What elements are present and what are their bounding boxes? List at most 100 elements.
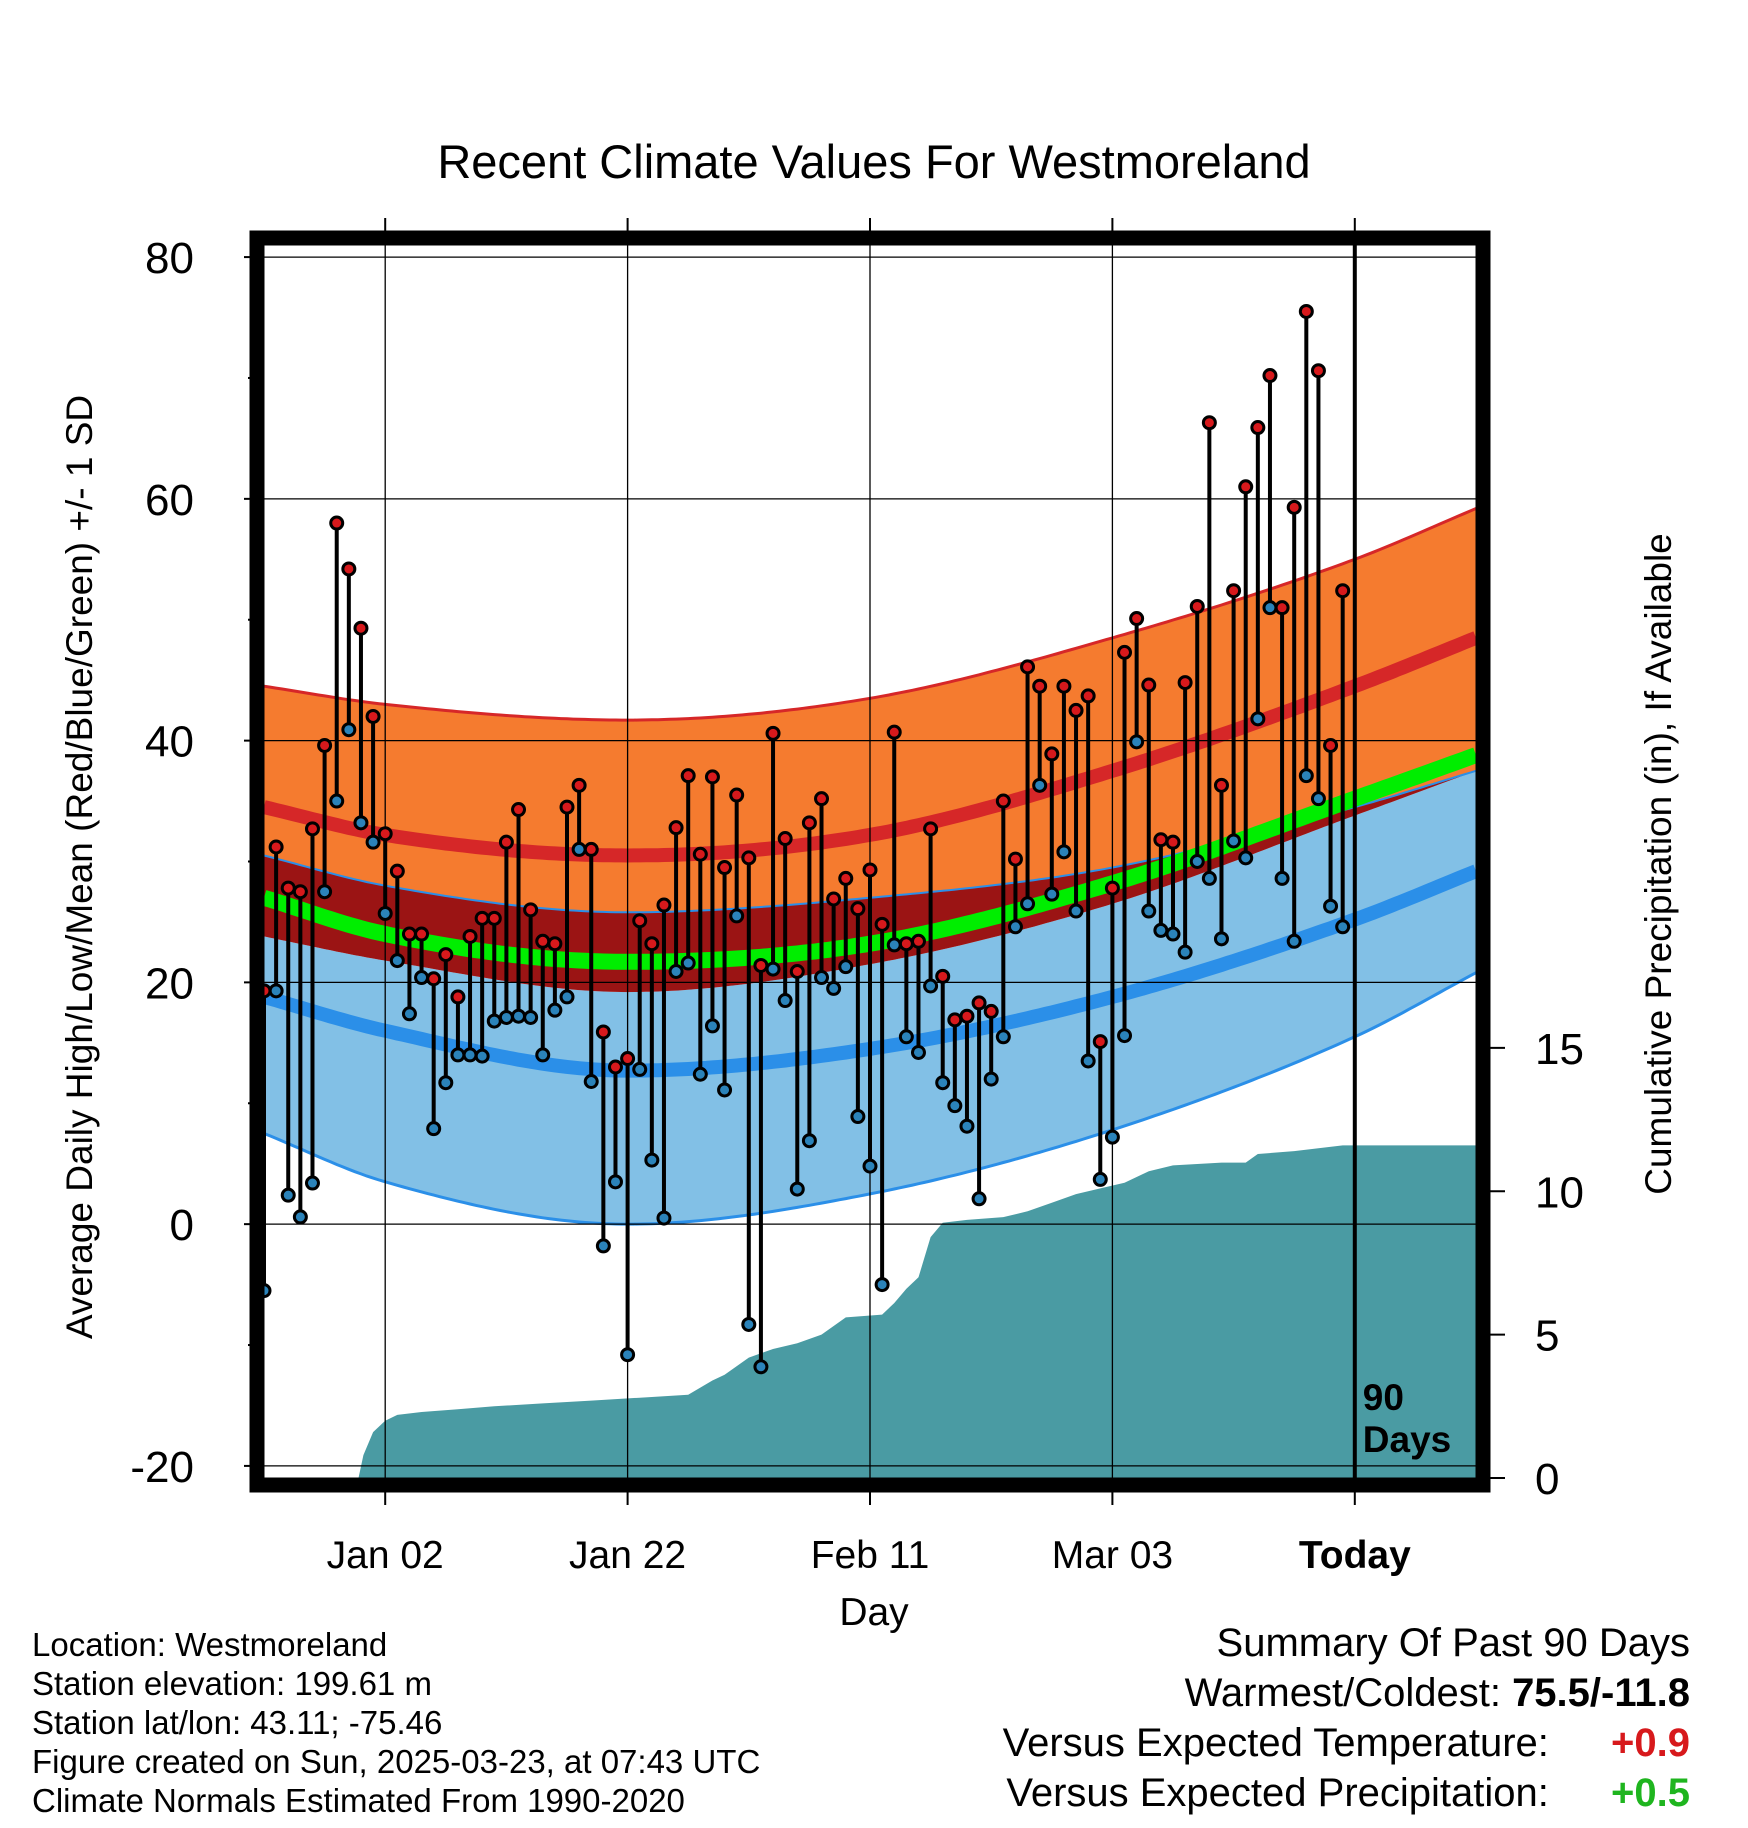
low-point <box>329 793 345 809</box>
summary-precip-row: Versus Expected Precipitation: +0.5 <box>1003 1768 1690 1818</box>
normals-text: Climate Normals Estimated From 1990-2020 <box>32 1782 685 1819</box>
low-point <box>874 1277 890 1293</box>
low-point <box>304 1175 320 1191</box>
x-tick-label-3: Mar 03 <box>1052 1534 1173 1577</box>
low-point <box>292 1209 308 1225</box>
y-tick-label-left-0: -20 <box>130 1443 194 1492</box>
low-point <box>826 980 842 996</box>
created-text: Figure created on Sun, 2025-03-23, at 07… <box>32 1743 761 1780</box>
high-point <box>1177 675 1193 691</box>
high-point <box>571 777 587 793</box>
low-point <box>620 1347 636 1363</box>
high-point <box>1129 611 1145 627</box>
x-axis-label: Day <box>839 1591 909 1634</box>
low-point <box>947 1098 963 1114</box>
low-point <box>559 989 575 1005</box>
y-tick-label-right-1: 5 <box>1535 1312 1559 1361</box>
latlon-text: Station lat/lon: 43.11; -75.46 <box>32 1704 443 1741</box>
low-point <box>1020 896 1036 912</box>
high-point <box>959 1008 975 1024</box>
low-point <box>1129 734 1145 750</box>
low-point <box>910 1044 926 1060</box>
high-point <box>898 936 914 952</box>
low-point <box>1189 854 1205 869</box>
high-point <box>1274 600 1290 616</box>
low-point <box>1286 933 1302 949</box>
low-point <box>474 1048 490 1064</box>
y-tick-label-left-1: 0 <box>170 1201 194 1250</box>
low-point <box>498 1009 514 1025</box>
low-point <box>717 1082 733 1098</box>
low-point <box>959 1118 975 1134</box>
temp-anomaly-value: +0.9 <box>1611 1721 1690 1765</box>
high-point <box>826 891 842 907</box>
low-point <box>1044 886 1060 902</box>
low-point <box>995 1029 1011 1045</box>
high-point <box>280 880 296 896</box>
low-point <box>583 1074 599 1090</box>
high-point <box>1020 659 1036 675</box>
low-point <box>280 1187 296 1203</box>
high-point <box>704 769 720 785</box>
low-point <box>971 1191 987 1207</box>
axes: -20 0 20 40 60 80 0 5 10 15 Jan 02 Jan 22 Feb 11 Mar … <box>130 218 1584 1577</box>
precip-cumulative-area <box>278 1145 1476 1478</box>
high-point <box>377 826 393 842</box>
high-point <box>729 787 745 803</box>
today-label-1: Days <box>1363 1419 1451 1460</box>
precip-anomaly-value: +0.5 <box>1611 1771 1690 1815</box>
low-point <box>450 1047 466 1063</box>
low-point <box>789 1181 805 1197</box>
summary-title: Summary Of Past 90 Days <box>1216 1621 1690 1665</box>
low-point <box>595 1238 611 1254</box>
low-point <box>1250 711 1266 727</box>
low-point <box>886 937 902 953</box>
low-point <box>571 841 587 857</box>
low-point <box>462 1047 478 1063</box>
high-point <box>1044 746 1060 762</box>
high-point <box>801 815 817 831</box>
high-point <box>1189 598 1205 614</box>
low-point <box>935 1075 951 1091</box>
high-point <box>559 799 575 815</box>
observations <box>256 303 1351 1375</box>
low-point <box>741 1316 757 1332</box>
high-point <box>983 1003 999 1019</box>
high-point <box>486 910 502 926</box>
low-point <box>389 953 405 969</box>
low-point <box>668 964 684 980</box>
high-point <box>1298 303 1314 319</box>
high-point <box>498 834 514 850</box>
x-tick-label-2: Feb 11 <box>811 1534 930 1577</box>
high-point <box>304 821 320 837</box>
y-tick-label-left-2: 20 <box>145 959 194 1008</box>
low-point <box>850 1109 866 1125</box>
high-point <box>583 841 599 857</box>
low-point <box>523 1009 539 1025</box>
high-point <box>632 913 648 929</box>
high-point <box>935 968 951 984</box>
high-point <box>620 1051 636 1067</box>
high-point <box>1286 499 1302 515</box>
low-point <box>1226 833 1242 849</box>
y-tick-label-right-0: 0 <box>1535 1455 1559 1504</box>
low-point <box>426 1121 442 1137</box>
precip-anomaly-label: Versus Expected Precipitation: <box>1006 1771 1549 1815</box>
summary-temp-row: Versus Expected Temperature: +0.9 <box>1003 1718 1690 1768</box>
high-point <box>1080 688 1096 704</box>
warmest-label: Warmest/Coldest: <box>1184 1671 1501 1715</box>
y-axis-label-left: Average Daily High/Low/Mean (Red/Blue/Gr… <box>59 395 100 1339</box>
low-point <box>1056 844 1072 860</box>
high-point <box>923 821 939 837</box>
low-point <box>365 834 381 850</box>
low-point <box>644 1152 660 1168</box>
station-info: Location: Westmoreland Station elevation… <box>32 1625 760 1820</box>
high-point <box>1153 832 1169 848</box>
low-point <box>1335 919 1351 935</box>
high-point <box>1250 420 1266 436</box>
high-point <box>886 724 902 740</box>
high-point <box>777 831 793 847</box>
low-point <box>680 955 696 971</box>
